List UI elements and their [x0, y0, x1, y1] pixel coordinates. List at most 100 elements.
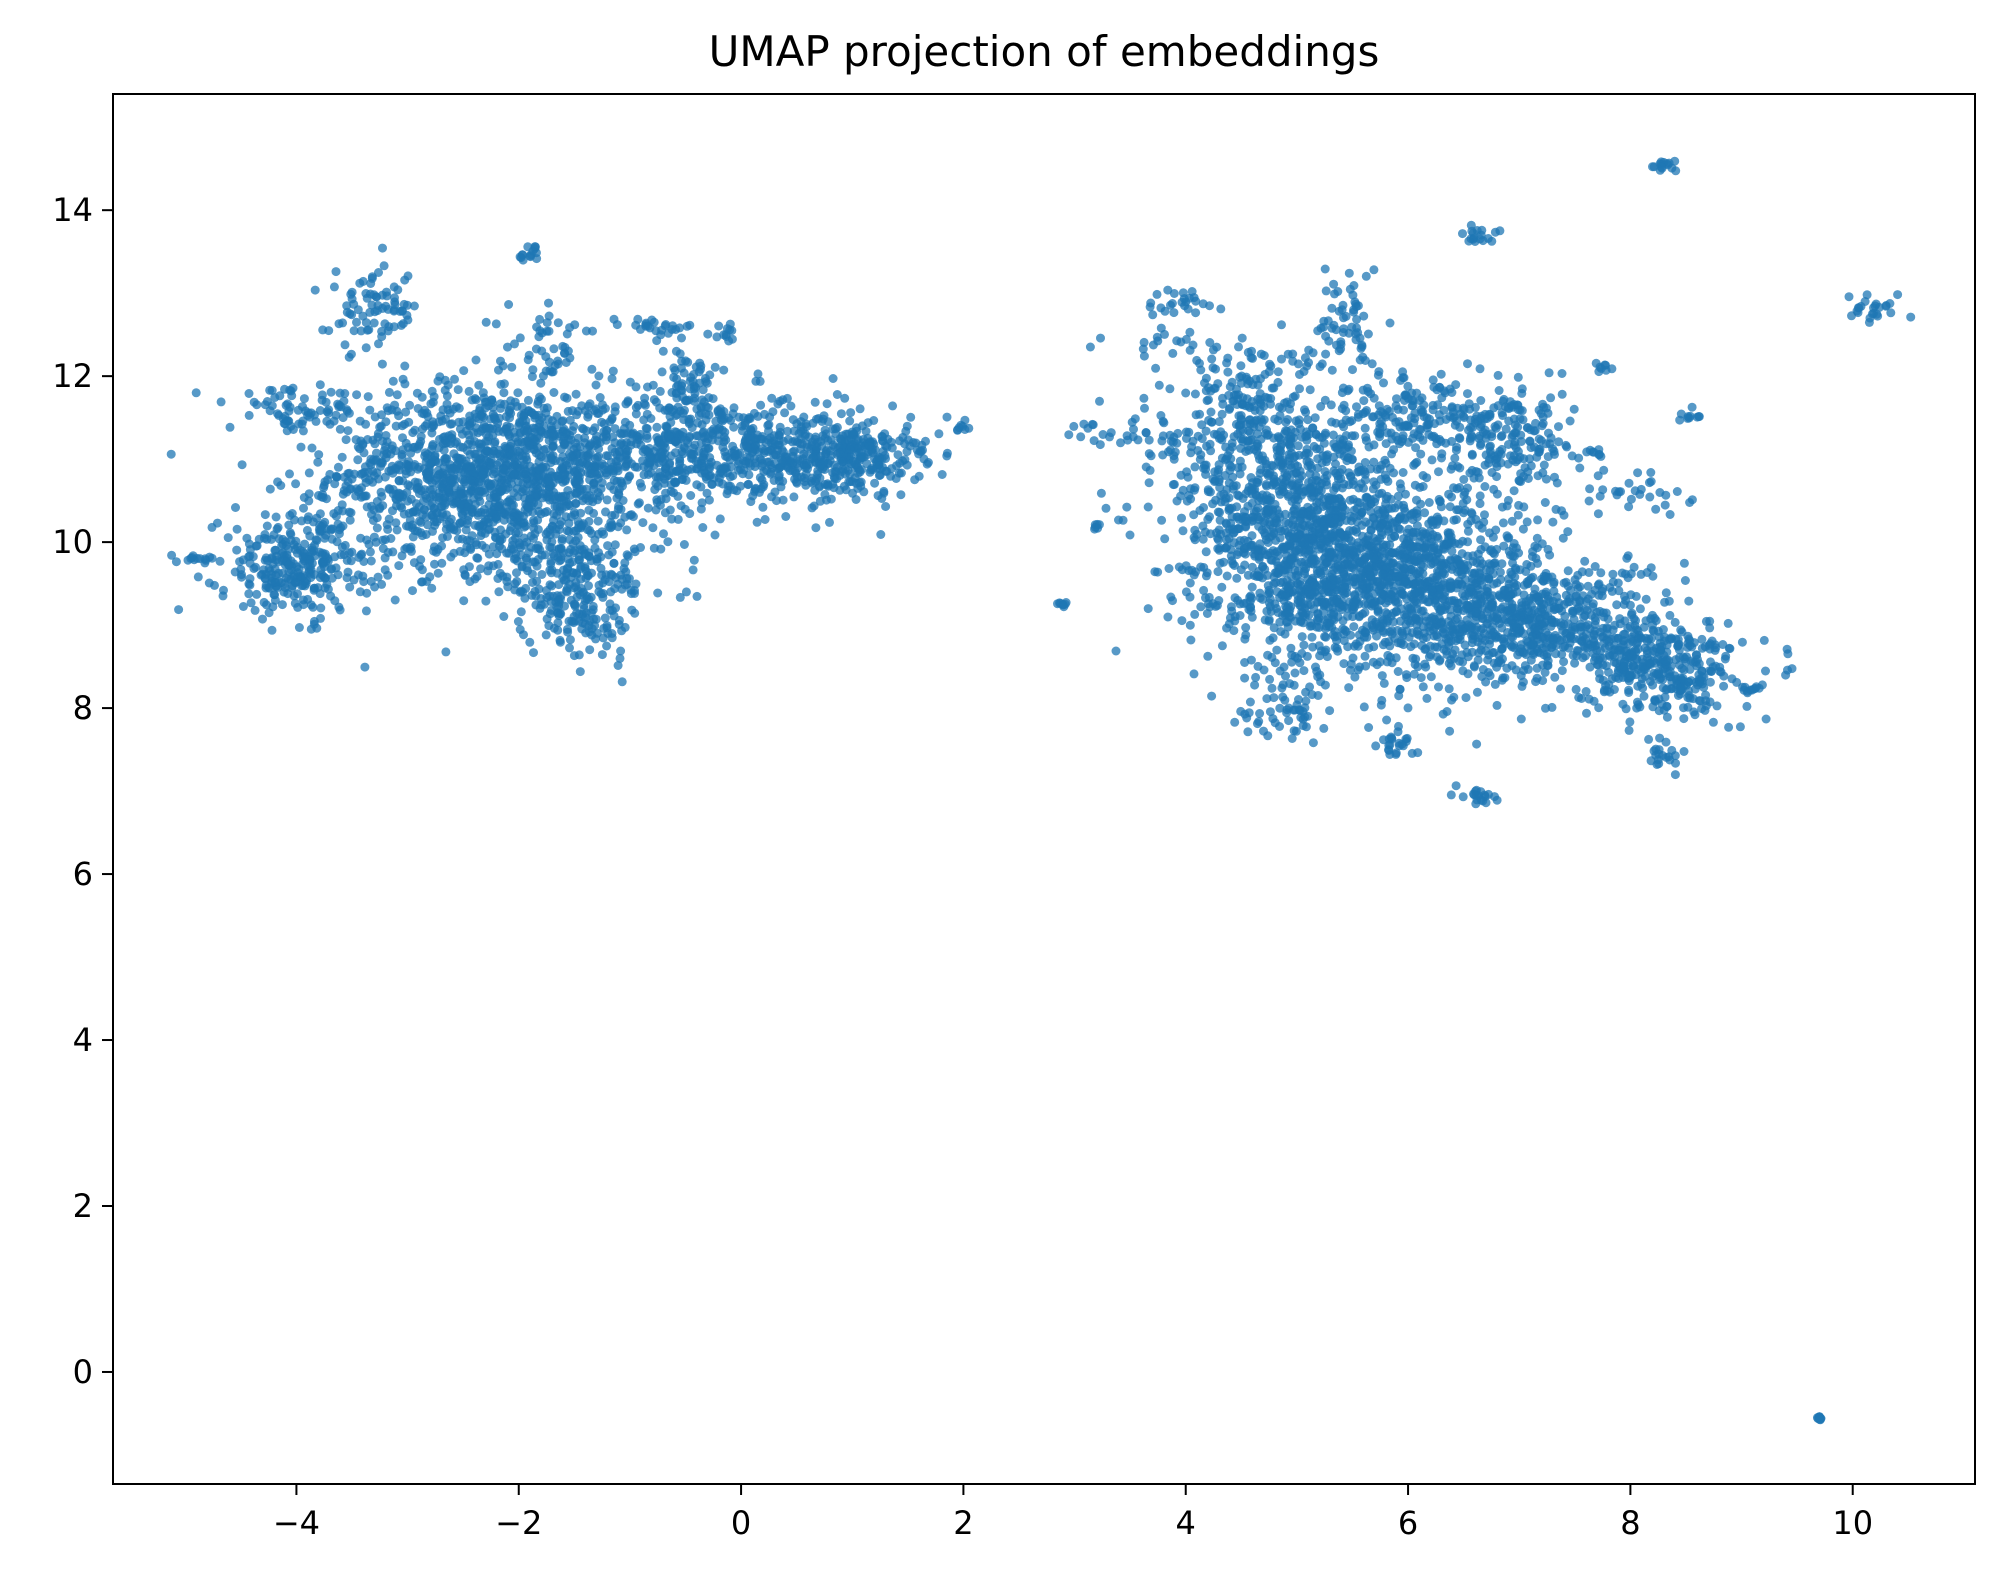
scatter-point [335, 605, 345, 615]
scatter-point [1199, 503, 1208, 512]
scatter-point [1354, 611, 1364, 621]
scatter-point [317, 390, 327, 400]
scatter-point [1395, 479, 1405, 489]
scatter-point [327, 573, 337, 583]
scatter-point [292, 573, 302, 582]
scatter-point [1392, 607, 1401, 617]
scatter-point [828, 374, 838, 383]
scatter-point [729, 422, 739, 432]
scatter-point [312, 623, 322, 633]
scatter-point [525, 637, 535, 647]
scatter-point [1551, 504, 1561, 514]
scatter-point [468, 507, 477, 517]
scatter-point [374, 339, 383, 349]
scatter-point [298, 426, 308, 436]
scatter-point [268, 602, 278, 612]
scatter-point [755, 473, 765, 483]
scatter-point [507, 540, 517, 550]
scatter-point [1540, 498, 1550, 507]
scatter-point [562, 624, 572, 634]
scatter-point [435, 372, 445, 382]
scatter-point [450, 374, 459, 384]
scatter-point [460, 459, 470, 469]
scatter-point [1475, 499, 1485, 509]
scatter-point [513, 388, 523, 398]
scatter-point [585, 645, 595, 655]
scatter-point [746, 497, 756, 507]
scatter-point [356, 533, 366, 543]
scatter-point [515, 417, 525, 427]
scatter-point [659, 440, 669, 450]
scatter-point [728, 471, 738, 481]
scatter-point [565, 643, 574, 653]
scatter-point [664, 470, 674, 480]
scatter-point [377, 359, 387, 369]
scatter-point [265, 484, 275, 494]
scatter-point [571, 389, 581, 399]
scatter-point [552, 420, 562, 430]
scatter-point [680, 396, 690, 406]
scatter-point [405, 544, 415, 554]
scatter-point [537, 489, 547, 499]
scatter-point [1341, 516, 1351, 525]
scatter-point [612, 320, 622, 330]
scatter-point [699, 432, 709, 442]
scatter-point [1286, 643, 1296, 653]
scatter-point [474, 477, 484, 487]
scatter-point [358, 439, 368, 449]
scatter-point [713, 405, 723, 415]
scatter-point [571, 536, 581, 546]
scatter-point [553, 356, 563, 366]
scatter-point [572, 592, 582, 602]
scatter-point [658, 346, 668, 356]
scatter-point [1398, 468, 1408, 477]
scatter-point [285, 528, 295, 538]
scatter-point [558, 572, 568, 582]
scatter-point [671, 346, 681, 356]
scatter-point [446, 475, 456, 485]
scatter-point [425, 572, 435, 582]
scatter-point [290, 598, 300, 608]
scatter-point [383, 304, 393, 314]
scatter-point [643, 503, 653, 513]
scatter-point [558, 470, 568, 480]
scatter-point [522, 537, 532, 547]
scatter-point [1217, 582, 1227, 592]
scatter-point [1393, 491, 1403, 501]
scatter-point [496, 379, 506, 389]
scatter-point [536, 378, 546, 388]
scatter-point [1393, 667, 1403, 676]
scatter-point [896, 490, 906, 500]
scatter-point [1311, 662, 1320, 672]
scatter-point [445, 460, 455, 469]
scatter-point [318, 493, 328, 502]
scatter-point [546, 559, 556, 569]
scatter-point [1325, 706, 1335, 716]
scatter-point [506, 408, 516, 418]
scatter-point [409, 558, 419, 568]
scatter-point [1426, 672, 1436, 682]
scatter-point [336, 523, 346, 533]
scatter-point [533, 543, 543, 553]
scatter-point [1294, 695, 1303, 704]
scatter-point [638, 518, 648, 528]
scatter-point [398, 319, 408, 329]
scatter-point [614, 620, 624, 629]
scatter-point [743, 480, 753, 490]
scatter-point [442, 399, 452, 409]
scatter-point [818, 431, 828, 441]
scatter-point [607, 570, 617, 580]
scatter-point [625, 420, 635, 430]
scatter-point [353, 305, 363, 315]
scatter-point [513, 477, 523, 487]
scatter-point [549, 515, 558, 525]
scatter-point [1360, 651, 1370, 661]
scatter-point [216, 397, 226, 407]
scatter-point [587, 630, 597, 640]
scatter-point [262, 397, 272, 406]
scatter-point [495, 532, 505, 542]
scatter-point [760, 515, 770, 524]
scatter-point [583, 460, 593, 470]
scatter-point [643, 382, 652, 392]
scatter-point [788, 437, 797, 447]
